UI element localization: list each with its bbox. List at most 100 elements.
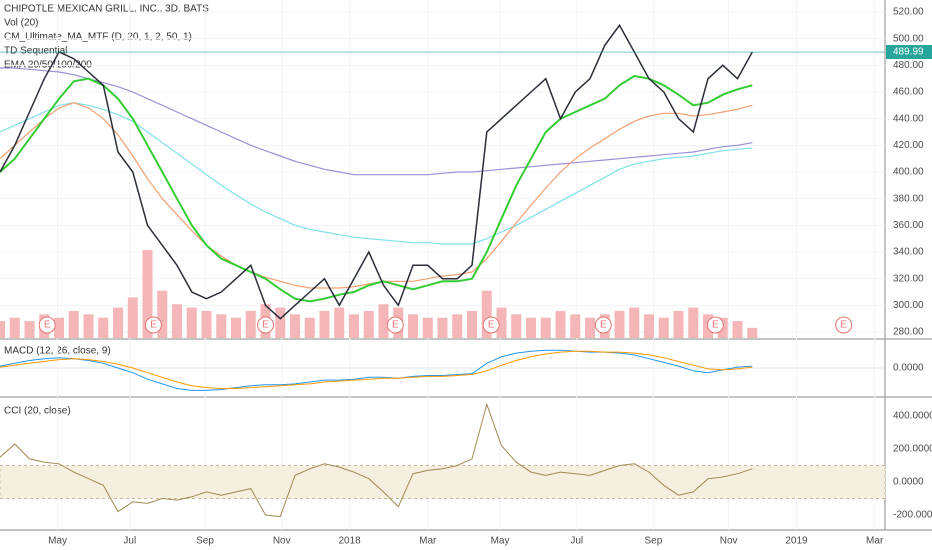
volume-bar — [275, 307, 286, 338]
y-tick-label: 300.00 — [893, 300, 924, 311]
volume-bar — [54, 317, 64, 338]
y-tick-label: 480.00 — [893, 60, 924, 71]
volume-bar — [408, 314, 418, 338]
y-tick-label: 380.00 — [893, 193, 924, 204]
chart-title: CHIPOTLE MEXICAN GRILL, INC., 3D, BATS — [4, 4, 209, 15]
x-tick-label: Mar — [419, 536, 437, 547]
volume-bar — [747, 327, 758, 338]
volume-bar — [467, 310, 477, 338]
volume-bar — [570, 314, 581, 338]
x-tick-label: May — [48, 536, 67, 547]
volume-bar — [540, 317, 551, 338]
y-tick-label: 200.0000 — [893, 444, 932, 455]
macd-line — [0, 350, 753, 389]
x-tick-label: Sep — [645, 536, 663, 547]
volume-bar — [319, 310, 330, 338]
ema-line — [0, 74, 753, 303]
x-tick-label: Sep — [196, 536, 214, 547]
y-tick-label: 320.00 — [893, 273, 924, 284]
earnings-label: E — [840, 320, 847, 331]
cci-line — [0, 402, 753, 518]
volume-bar — [422, 317, 433, 338]
earnings-marker — [257, 316, 274, 334]
x-tick-label: Mar — [866, 536, 884, 547]
last-price-box — [886, 45, 932, 60]
volume-bar — [186, 307, 197, 338]
y-tick-label: 340.00 — [893, 247, 924, 258]
volume-bar — [68, 310, 79, 338]
volume-bar — [216, 314, 227, 338]
earnings-label: E — [488, 320, 495, 331]
earnings-marker — [835, 316, 853, 334]
volume-bar — [98, 317, 109, 338]
volume-bar — [83, 314, 94, 338]
earnings-marker — [594, 316, 612, 334]
x-tick-label: 2019 — [785, 536, 808, 547]
x-tick-label: Jul — [570, 536, 583, 547]
volume-bar — [0, 321, 5, 338]
x-tick-label: May — [491, 536, 510, 547]
y-tick-label: 0.0000 — [893, 477, 924, 488]
y-tick-label: 280.00 — [893, 327, 924, 338]
x-tick-label: Nov — [720, 536, 738, 547]
y-tick-label: 360.00 — [893, 220, 924, 231]
earnings-marker — [706, 316, 724, 334]
volume-bar — [113, 307, 123, 338]
y-tick-label: 460.00 — [893, 87, 924, 98]
earnings-label: E — [44, 320, 51, 331]
volume-bar — [437, 317, 448, 338]
volume-bar — [378, 304, 389, 338]
earnings-marker — [386, 316, 404, 334]
indicator-label: CM_Ultimate_MA_MTF (D, 20, 1, 2, 50, 1) — [4, 32, 192, 43]
ema-line — [0, 102, 753, 245]
indicator-label: Vol (20) — [4, 18, 38, 29]
earnings-label: E — [392, 320, 399, 331]
volume-bar — [614, 310, 625, 338]
volume-bar — [585, 317, 595, 338]
volume-bar — [658, 317, 669, 338]
volume-bar — [555, 310, 566, 338]
y-tick-label: 420.00 — [893, 140, 924, 151]
earnings-label: E — [262, 320, 269, 331]
earnings-marker — [38, 316, 56, 334]
macd-line — [0, 349, 753, 391]
indicator-label: TD Sequential — [4, 46, 67, 57]
earnings-marker — [144, 316, 162, 334]
price-line — [0, 23, 753, 320]
y-tick-label: 400.0000 — [893, 411, 932, 422]
last-price-label: 489.99 — [893, 47, 924, 58]
y-tick-label: 500.00 — [893, 33, 924, 44]
volume-bar — [363, 310, 374, 338]
volume-bar — [334, 307, 345, 338]
volume-bar — [172, 304, 182, 338]
y-tick-label: 0.0000 — [893, 363, 924, 374]
x-tick-label: Nov — [273, 536, 291, 547]
volume-bar — [201, 310, 212, 338]
volume-bar — [127, 297, 138, 338]
volume-bar — [526, 317, 536, 338]
volume-bar — [481, 290, 492, 338]
earnings-label: E — [712, 320, 719, 331]
y-tick-label: 520.00 — [893, 7, 924, 18]
earnings-label: E — [600, 320, 607, 331]
volume-bar — [24, 321, 35, 338]
earnings-label: E — [150, 320, 157, 331]
y-tick-label: 440.00 — [893, 113, 924, 124]
x-tick-label: 2018 — [338, 536, 361, 547]
volume-bar — [231, 317, 241, 338]
cci-title: CCI (20, close) — [4, 406, 71, 417]
earnings-marker — [482, 316, 500, 334]
volume-bar — [245, 310, 256, 338]
volume-bar — [304, 317, 315, 338]
x-tick-label: Jul — [123, 536, 136, 547]
y-tick-label: -200.0000 — [893, 510, 932, 521]
volume-bar — [452, 314, 463, 338]
volume-bar — [290, 314, 300, 338]
volume-bar — [511, 314, 522, 338]
ema-line — [0, 67, 753, 176]
volume-bar — [496, 307, 507, 338]
volume-bar — [688, 307, 699, 338]
volume-bar — [644, 314, 654, 338]
volume-bar — [349, 314, 359, 338]
